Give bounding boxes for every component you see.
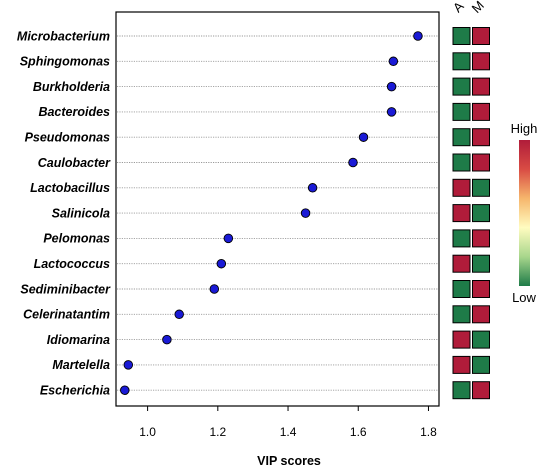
taxon-label: Salinicola <box>52 206 110 220</box>
plot-frame <box>115 11 440 407</box>
grid-lines <box>117 35 438 391</box>
vip-point <box>223 233 234 244</box>
taxon-label: Caulobacter <box>38 156 111 170</box>
heatmap-cell <box>452 305 471 324</box>
vip-point <box>216 258 227 269</box>
color-legend: High Low <box>511 121 538 305</box>
heatmap-cell <box>472 102 490 121</box>
heatmap-column-label: M <box>469 0 487 16</box>
vip-point <box>209 284 220 294</box>
legend-high-label: High <box>511 121 538 136</box>
heatmap-cell <box>452 52 471 71</box>
heatmap-cell <box>452 204 471 223</box>
legend-gradient-bar <box>519 140 530 286</box>
heatmap-cell <box>472 229 490 248</box>
heatmap-cell <box>472 330 490 349</box>
heatmap-cell <box>452 254 471 273</box>
heatmap-cell <box>452 178 471 197</box>
heatmap-cell <box>472 52 490 71</box>
heatmap-cell <box>452 102 471 121</box>
heatmap-cell <box>472 128 490 147</box>
vip-point <box>413 31 423 41</box>
heatmap-cell <box>472 204 490 223</box>
vip-point <box>120 385 130 395</box>
heatmap-cell <box>452 381 471 400</box>
x-tick-label: 1.8 <box>420 425 437 439</box>
heatmap-cell <box>472 280 490 298</box>
heatmap-cell <box>452 280 471 298</box>
vip-point <box>358 132 369 142</box>
vip-points <box>120 31 423 395</box>
x-axis-ticks: 1.0 1.2 1.4 1.6 1.8 <box>139 406 437 439</box>
taxon-label: Sphingomonas <box>20 55 110 69</box>
heatmap-cell <box>472 27 490 45</box>
heatmap-cell <box>472 77 490 96</box>
heatmap-cell <box>452 128 471 147</box>
vip-point <box>162 334 172 345</box>
heatmap-cell <box>472 178 490 197</box>
x-tick-label: 1.2 <box>209 425 226 439</box>
legend-low-label: Low <box>512 290 536 305</box>
taxon-label: Martelella <box>52 358 110 372</box>
x-tick-label: 1.6 <box>350 425 367 439</box>
heatmap-cell <box>452 330 471 349</box>
vip-point <box>386 107 397 117</box>
taxon-label: Pelomonas <box>43 232 110 246</box>
vip-point <box>123 360 134 370</box>
taxon-label: Microbacterium <box>17 29 110 43</box>
taxon-label: Escherichia <box>40 384 110 398</box>
taxon-label: Lactococcus <box>34 257 110 271</box>
taxon-label: Pseudomonas <box>25 131 110 145</box>
heatmap-cell <box>452 355 471 374</box>
vip-point <box>348 157 358 168</box>
x-tick-label: 1.4 <box>280 425 297 439</box>
vip-point <box>300 208 311 218</box>
taxon-label: Celerinatantim <box>23 308 110 322</box>
vip-point <box>307 183 318 193</box>
heatmap-cell <box>452 27 471 45</box>
heatmap-cell <box>472 381 490 400</box>
heatmap-cell <box>472 305 490 324</box>
vip-point <box>388 56 399 67</box>
heatmap-cell <box>472 254 490 273</box>
taxon-label: Lactobacillus <box>30 181 110 195</box>
taxon-label: Burkholderia <box>33 80 110 94</box>
taxon-label: Bacteroides <box>38 105 110 119</box>
x-axis-title: VIP scores <box>257 454 321 468</box>
x-tick-label: 1.0 <box>139 425 156 439</box>
taxon-label: Idiomarina <box>47 333 110 347</box>
heatmap-cell <box>452 229 471 248</box>
heatmap-cell <box>452 77 471 96</box>
taxon-labels: Microbacterium Sphingomonas Burkholderia Ba… <box>17 29 111 397</box>
vip-point <box>174 309 184 320</box>
heatmap-cell <box>472 153 490 172</box>
taxon-label: Sediminibacter <box>20 282 111 296</box>
heatmap-column-label: A <box>450 0 467 15</box>
heatmap-cell <box>452 153 471 172</box>
vip-point <box>386 81 397 92</box>
heatmap-cell <box>472 355 490 374</box>
